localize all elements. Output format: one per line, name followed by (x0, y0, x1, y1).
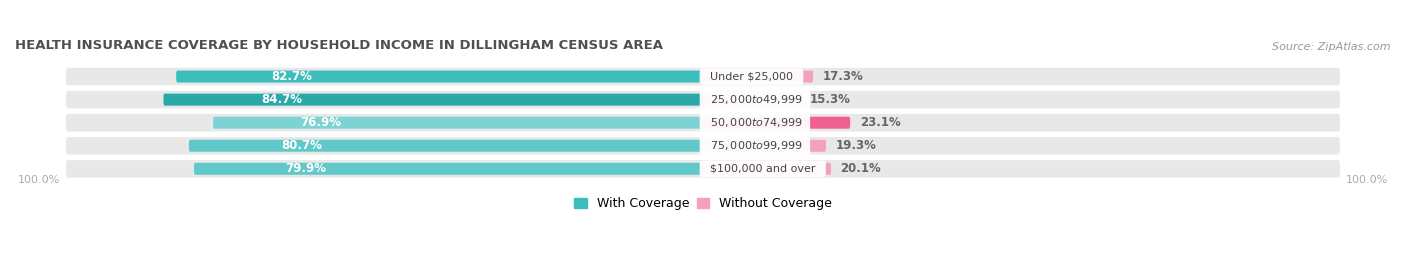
FancyBboxPatch shape (66, 68, 1340, 85)
Text: 76.9%: 76.9% (301, 116, 342, 129)
Text: 82.7%: 82.7% (271, 70, 312, 83)
Text: 84.7%: 84.7% (262, 93, 302, 106)
FancyBboxPatch shape (703, 140, 825, 152)
Text: $25,000 to $49,999: $25,000 to $49,999 (703, 93, 807, 106)
FancyBboxPatch shape (188, 140, 703, 152)
Text: 23.1%: 23.1% (859, 116, 900, 129)
Text: 100.0%: 100.0% (18, 175, 60, 185)
Text: HEALTH INSURANCE COVERAGE BY HOUSEHOLD INCOME IN DILLINGHAM CENSUS AREA: HEALTH INSURANCE COVERAGE BY HOUSEHOLD I… (15, 39, 664, 52)
FancyBboxPatch shape (66, 91, 1340, 108)
FancyBboxPatch shape (703, 94, 800, 106)
Text: Under $25,000: Under $25,000 (703, 72, 800, 82)
Legend: With Coverage, Without Coverage: With Coverage, Without Coverage (569, 192, 837, 215)
FancyBboxPatch shape (66, 114, 1340, 132)
FancyBboxPatch shape (214, 117, 703, 129)
FancyBboxPatch shape (703, 70, 813, 83)
Text: 19.3%: 19.3% (835, 139, 876, 152)
FancyBboxPatch shape (176, 70, 703, 83)
Text: 79.9%: 79.9% (285, 162, 326, 175)
FancyBboxPatch shape (66, 137, 1340, 154)
Text: $75,000 to $99,999: $75,000 to $99,999 (703, 139, 807, 152)
FancyBboxPatch shape (194, 163, 703, 175)
Text: 20.1%: 20.1% (841, 162, 882, 175)
FancyBboxPatch shape (703, 163, 831, 175)
FancyBboxPatch shape (66, 160, 1340, 178)
Text: 17.3%: 17.3% (823, 70, 863, 83)
Text: $100,000 and over: $100,000 and over (703, 164, 823, 174)
FancyBboxPatch shape (703, 117, 851, 129)
Text: 80.7%: 80.7% (281, 139, 322, 152)
Text: 15.3%: 15.3% (810, 93, 851, 106)
Text: $50,000 to $74,999: $50,000 to $74,999 (703, 116, 807, 129)
Text: 100.0%: 100.0% (1346, 175, 1388, 185)
Text: Source: ZipAtlas.com: Source: ZipAtlas.com (1272, 42, 1391, 52)
FancyBboxPatch shape (163, 94, 703, 106)
